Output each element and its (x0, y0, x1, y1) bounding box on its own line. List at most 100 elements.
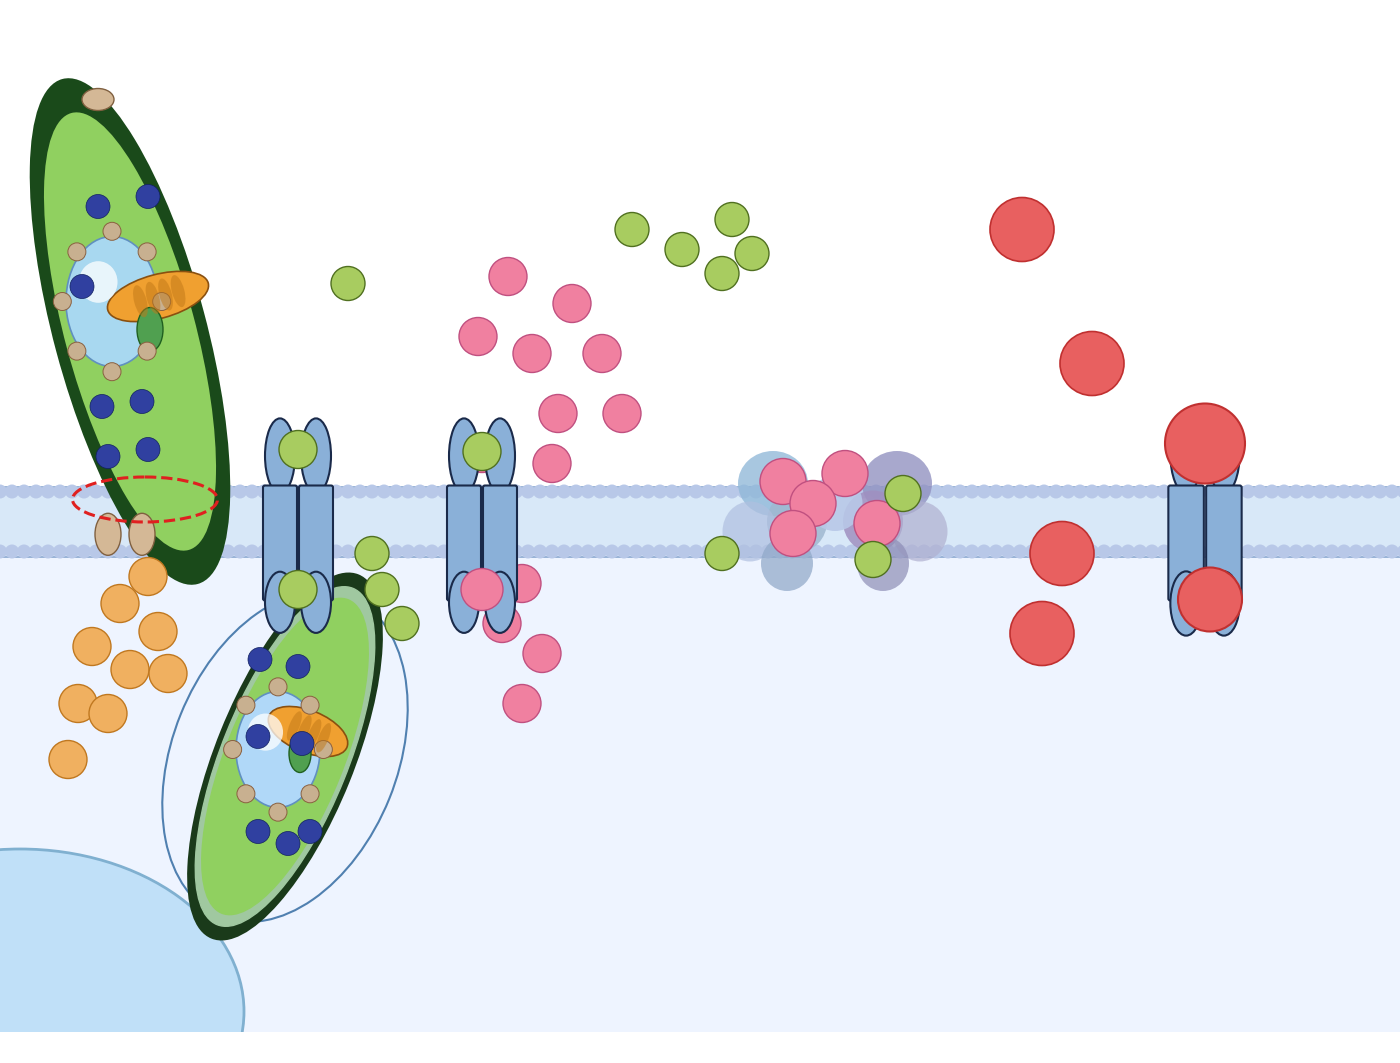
Circle shape (553, 285, 591, 322)
Ellipse shape (1170, 415, 1201, 493)
Circle shape (29, 485, 43, 499)
Circle shape (715, 202, 749, 236)
Circle shape (1253, 485, 1267, 499)
Ellipse shape (297, 715, 312, 745)
Circle shape (809, 544, 823, 558)
Circle shape (153, 292, 171, 310)
Circle shape (148, 544, 162, 558)
Circle shape (53, 485, 67, 499)
Circle shape (64, 544, 78, 558)
Circle shape (41, 485, 55, 499)
Circle shape (1373, 485, 1387, 499)
Circle shape (101, 585, 139, 623)
Circle shape (1182, 544, 1196, 558)
Circle shape (449, 485, 463, 499)
Circle shape (389, 485, 403, 499)
Circle shape (437, 544, 451, 558)
Circle shape (342, 485, 356, 499)
Circle shape (1121, 544, 1135, 558)
Circle shape (269, 544, 283, 558)
Circle shape (503, 564, 540, 603)
Circle shape (77, 485, 91, 499)
Circle shape (1085, 544, 1099, 558)
Circle shape (678, 544, 692, 558)
Circle shape (1156, 544, 1170, 558)
Circle shape (293, 485, 307, 499)
Circle shape (67, 242, 85, 260)
Circle shape (301, 696, 319, 714)
Circle shape (785, 485, 799, 499)
Ellipse shape (288, 735, 311, 773)
Circle shape (689, 544, 703, 558)
Circle shape (400, 485, 414, 499)
Circle shape (279, 431, 316, 469)
Circle shape (1240, 485, 1254, 499)
Circle shape (725, 544, 739, 558)
Circle shape (581, 544, 595, 558)
Circle shape (101, 544, 115, 558)
Circle shape (53, 292, 71, 310)
Circle shape (917, 485, 931, 499)
Circle shape (1025, 544, 1039, 558)
Circle shape (857, 544, 871, 558)
Circle shape (497, 544, 511, 558)
Circle shape (330, 267, 365, 301)
Circle shape (90, 544, 104, 558)
Circle shape (209, 544, 223, 558)
Circle shape (148, 655, 188, 692)
Circle shape (510, 485, 524, 499)
Circle shape (713, 485, 727, 499)
FancyBboxPatch shape (0, 489, 1400, 555)
Circle shape (97, 444, 120, 469)
Circle shape (1165, 404, 1245, 484)
Circle shape (6, 485, 20, 499)
Circle shape (594, 485, 608, 499)
Circle shape (365, 485, 379, 499)
Circle shape (557, 485, 571, 499)
Circle shape (473, 485, 487, 499)
Circle shape (113, 544, 127, 558)
Circle shape (977, 485, 991, 499)
Circle shape (232, 485, 246, 499)
Circle shape (6, 544, 20, 558)
Circle shape (41, 544, 55, 558)
Circle shape (568, 485, 582, 499)
Circle shape (930, 544, 944, 558)
Ellipse shape (137, 307, 162, 352)
Circle shape (545, 485, 559, 499)
Ellipse shape (108, 271, 209, 322)
Circle shape (1098, 544, 1112, 558)
Circle shape (749, 485, 763, 499)
Circle shape (990, 198, 1054, 261)
Circle shape (965, 544, 979, 558)
Circle shape (629, 544, 643, 558)
Circle shape (1350, 544, 1364, 558)
Ellipse shape (146, 282, 161, 314)
Circle shape (90, 394, 113, 419)
Circle shape (1229, 485, 1243, 499)
Circle shape (137, 485, 151, 499)
Circle shape (1121, 485, 1135, 499)
Circle shape (594, 544, 608, 558)
Circle shape (1049, 485, 1063, 499)
Circle shape (869, 544, 883, 558)
Circle shape (1193, 544, 1207, 558)
Circle shape (0, 485, 7, 499)
Ellipse shape (862, 451, 932, 516)
Ellipse shape (202, 597, 370, 915)
Circle shape (232, 544, 246, 558)
Circle shape (510, 544, 524, 558)
Circle shape (246, 725, 270, 748)
Circle shape (820, 485, 834, 499)
Circle shape (557, 544, 571, 558)
Circle shape (459, 318, 497, 355)
Circle shape (104, 362, 120, 381)
Circle shape (365, 573, 399, 607)
Ellipse shape (195, 587, 375, 926)
Circle shape (1145, 485, 1159, 499)
Circle shape (197, 485, 211, 499)
Circle shape (1205, 485, 1219, 499)
Ellipse shape (66, 236, 158, 367)
Ellipse shape (1208, 571, 1239, 636)
Ellipse shape (31, 80, 228, 584)
